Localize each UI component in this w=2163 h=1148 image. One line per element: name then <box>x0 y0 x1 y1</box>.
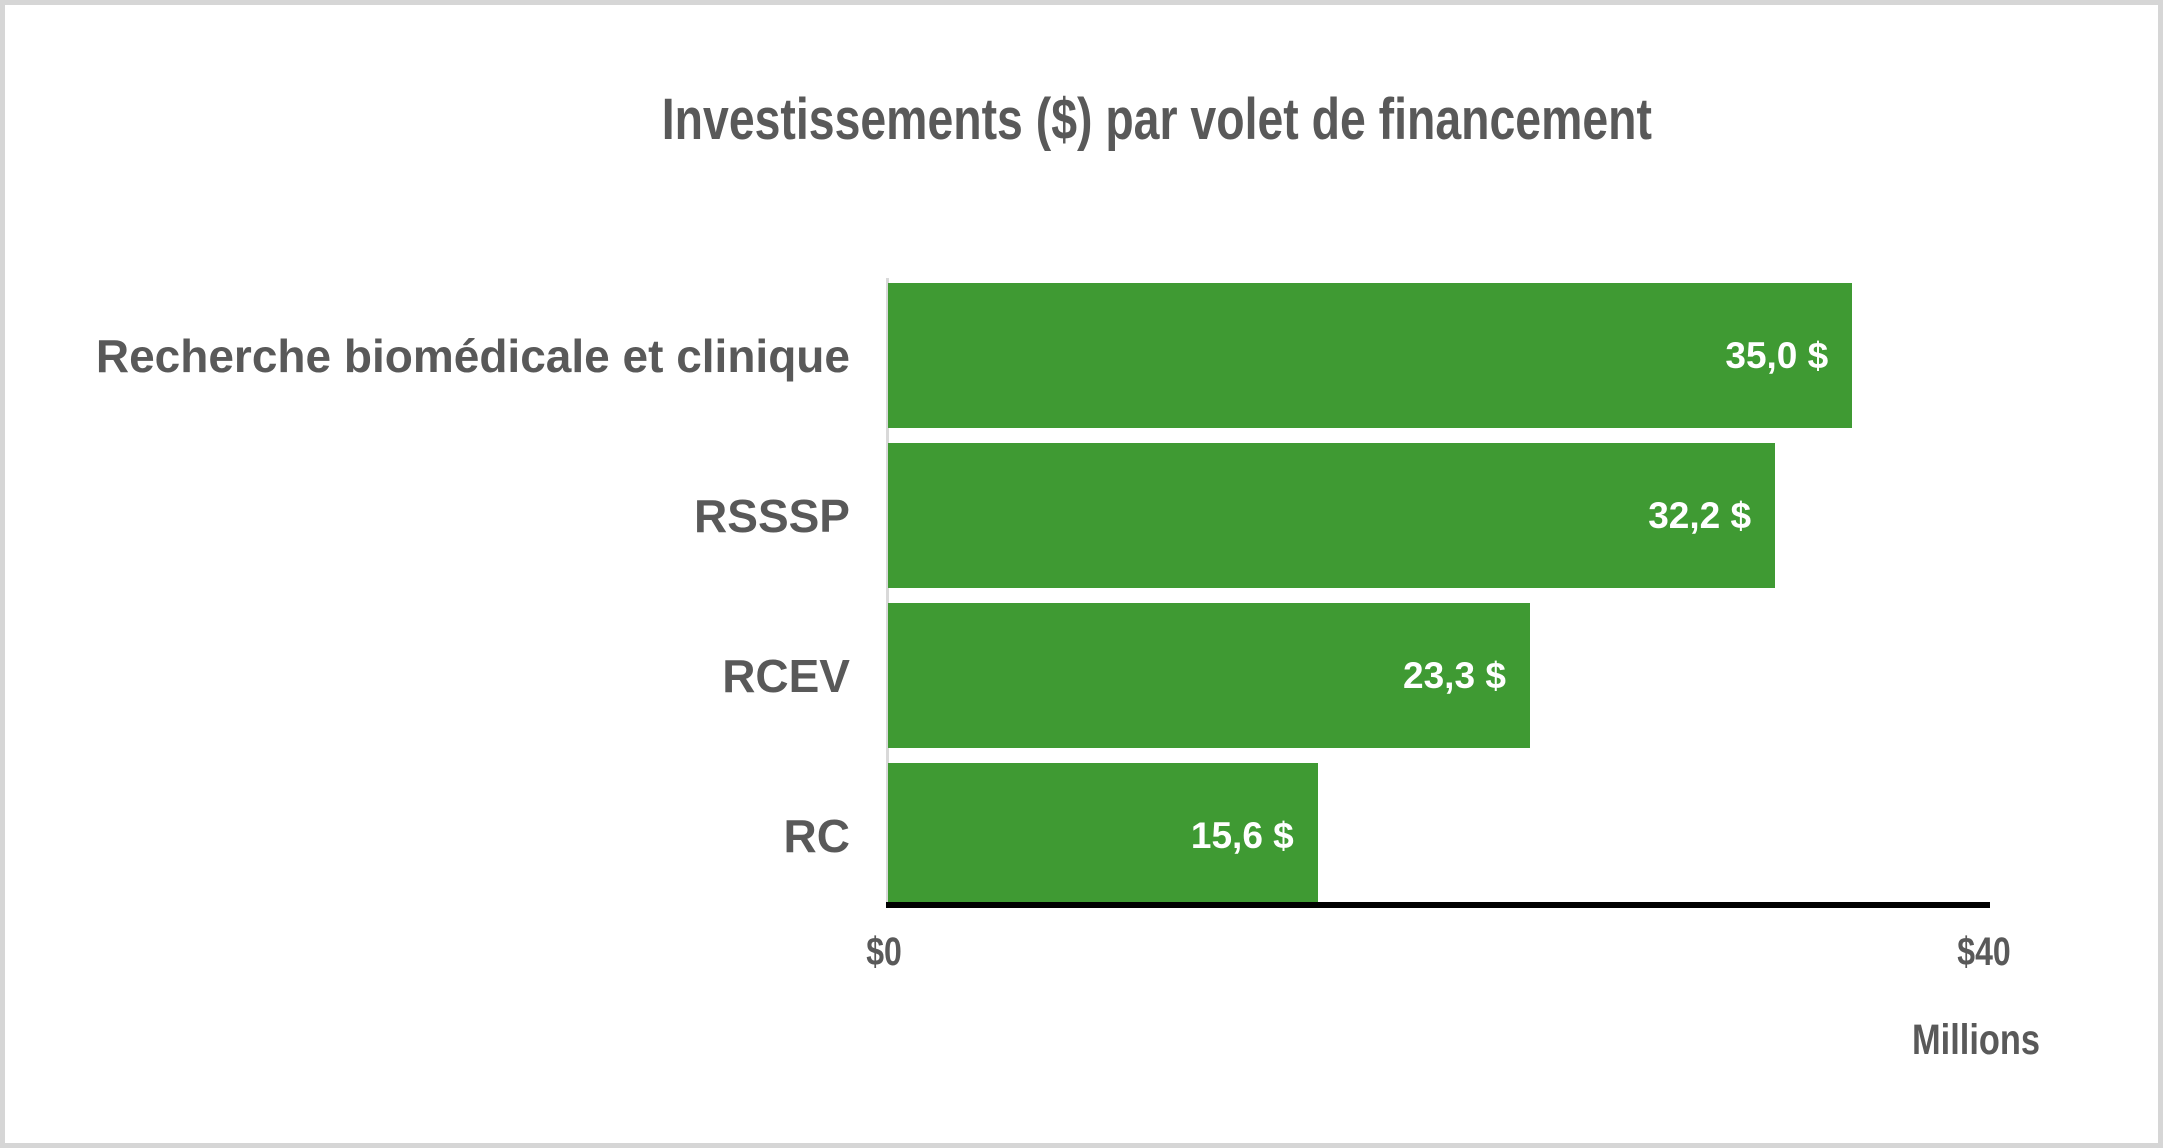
bar-zone: 15,6 $ <box>888 763 1990 908</box>
bar: 15,6 $ <box>888 763 1318 908</box>
x-tick-max-label: $40 <box>1957 930 2011 974</box>
x-tick-min-label: $0 <box>866 930 902 974</box>
bar-rows: Recherche biomédicale et clinique 35,0 $… <box>95 283 1990 908</box>
value-label: 32,2 $ <box>1648 494 1752 536</box>
bar: 35,0 $ <box>888 283 1853 428</box>
x-tick-min: $0 <box>862 930 907 975</box>
bar-zone: 35,0 $ <box>888 283 1990 428</box>
chart-title-text: Investissements ($) par volet de finance… <box>661 87 1652 152</box>
x-axis-line <box>886 902 1990 908</box>
category-label: RCEV <box>722 649 850 702</box>
y-axis-line <box>886 278 889 908</box>
bar-row: RC 15,6 $ <box>95 763 1990 908</box>
value-label: 15,6 $ <box>1190 814 1294 856</box>
category-label: Recherche biomédicale et clinique <box>95 329 850 382</box>
category-label: RC <box>783 809 850 862</box>
bar: 23,3 $ <box>888 603 1530 748</box>
bar-row: RCEV 23,3 $ <box>95 603 1990 748</box>
bar: 32,2 $ <box>888 443 1776 588</box>
value-label: 35,0 $ <box>1725 334 1829 376</box>
axis-unit-label-text: Millions <box>1911 1016 2040 1064</box>
x-tick-max: $40 <box>1951 930 2018 975</box>
bar-zone: 32,2 $ <box>888 443 1990 588</box>
bar-row: Recherche biomédicale et clinique 35,0 $ <box>95 283 1990 428</box>
value-label: 23,3 $ <box>1403 654 1506 696</box>
bar-row: RSSSP 32,2 $ <box>95 443 1990 588</box>
bar-zone: 23,3 $ <box>888 603 1990 748</box>
chart-title: Investissements ($) par volet de finance… <box>150 86 2163 153</box>
category-label: RSSSP <box>694 489 850 542</box>
axis-unit-label: Millions <box>1880 1016 2040 1065</box>
